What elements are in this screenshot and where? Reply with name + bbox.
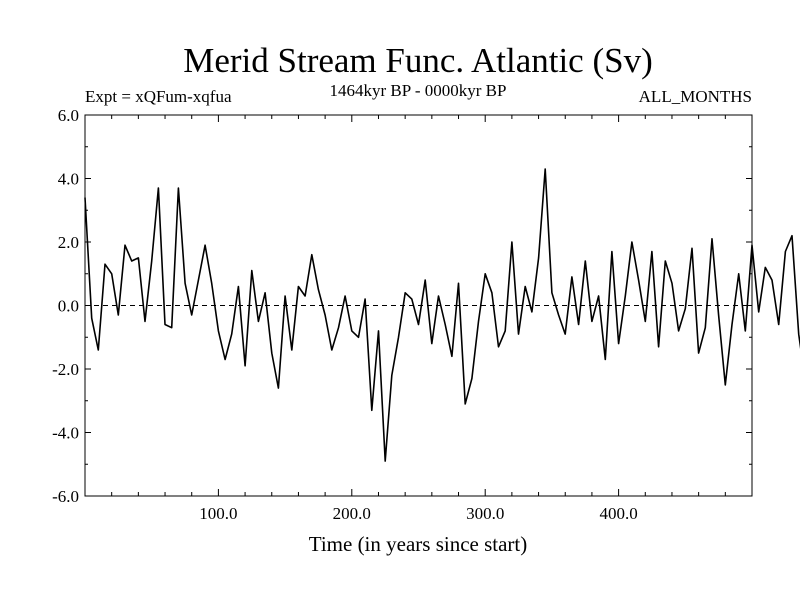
y-tick-label: 6.0: [58, 106, 79, 125]
series-group: [84, 168, 800, 462]
y-axis: 6.0 4.0 2.0 0.0 -2.0 -4.0 -6.0: [52, 106, 752, 506]
x-axis: 100.0 200.0 300.0 400.0: [111, 115, 726, 523]
chart-subtitle-right: ALL_MONTHS: [639, 87, 752, 106]
chart-title: Merid Stream Func. Atlantic (Sv): [183, 41, 653, 80]
chart-subtitle-left: Expt = xQFum-xqfua: [85, 87, 232, 106]
x-axis-label: Time (in years since start): [309, 532, 528, 556]
y-tick-label: -6.0: [52, 487, 79, 506]
y-tick-label: -2.0: [52, 360, 79, 379]
y-tick-label: 0.0: [58, 297, 79, 316]
x-tick-label: 200.0: [333, 504, 371, 523]
x-tick-label: 100.0: [199, 504, 237, 523]
x-tick-label: 400.0: [599, 504, 637, 523]
chart-subtitle-center: 1464kyr BP - 0000kyr BP: [330, 81, 507, 100]
x-tick-label: 300.0: [466, 504, 504, 523]
y-tick-label: 4.0: [58, 170, 79, 189]
y-tick-label: 2.0: [58, 233, 79, 252]
series-line: [84, 168, 800, 462]
y-tick-label: -4.0: [52, 424, 79, 443]
